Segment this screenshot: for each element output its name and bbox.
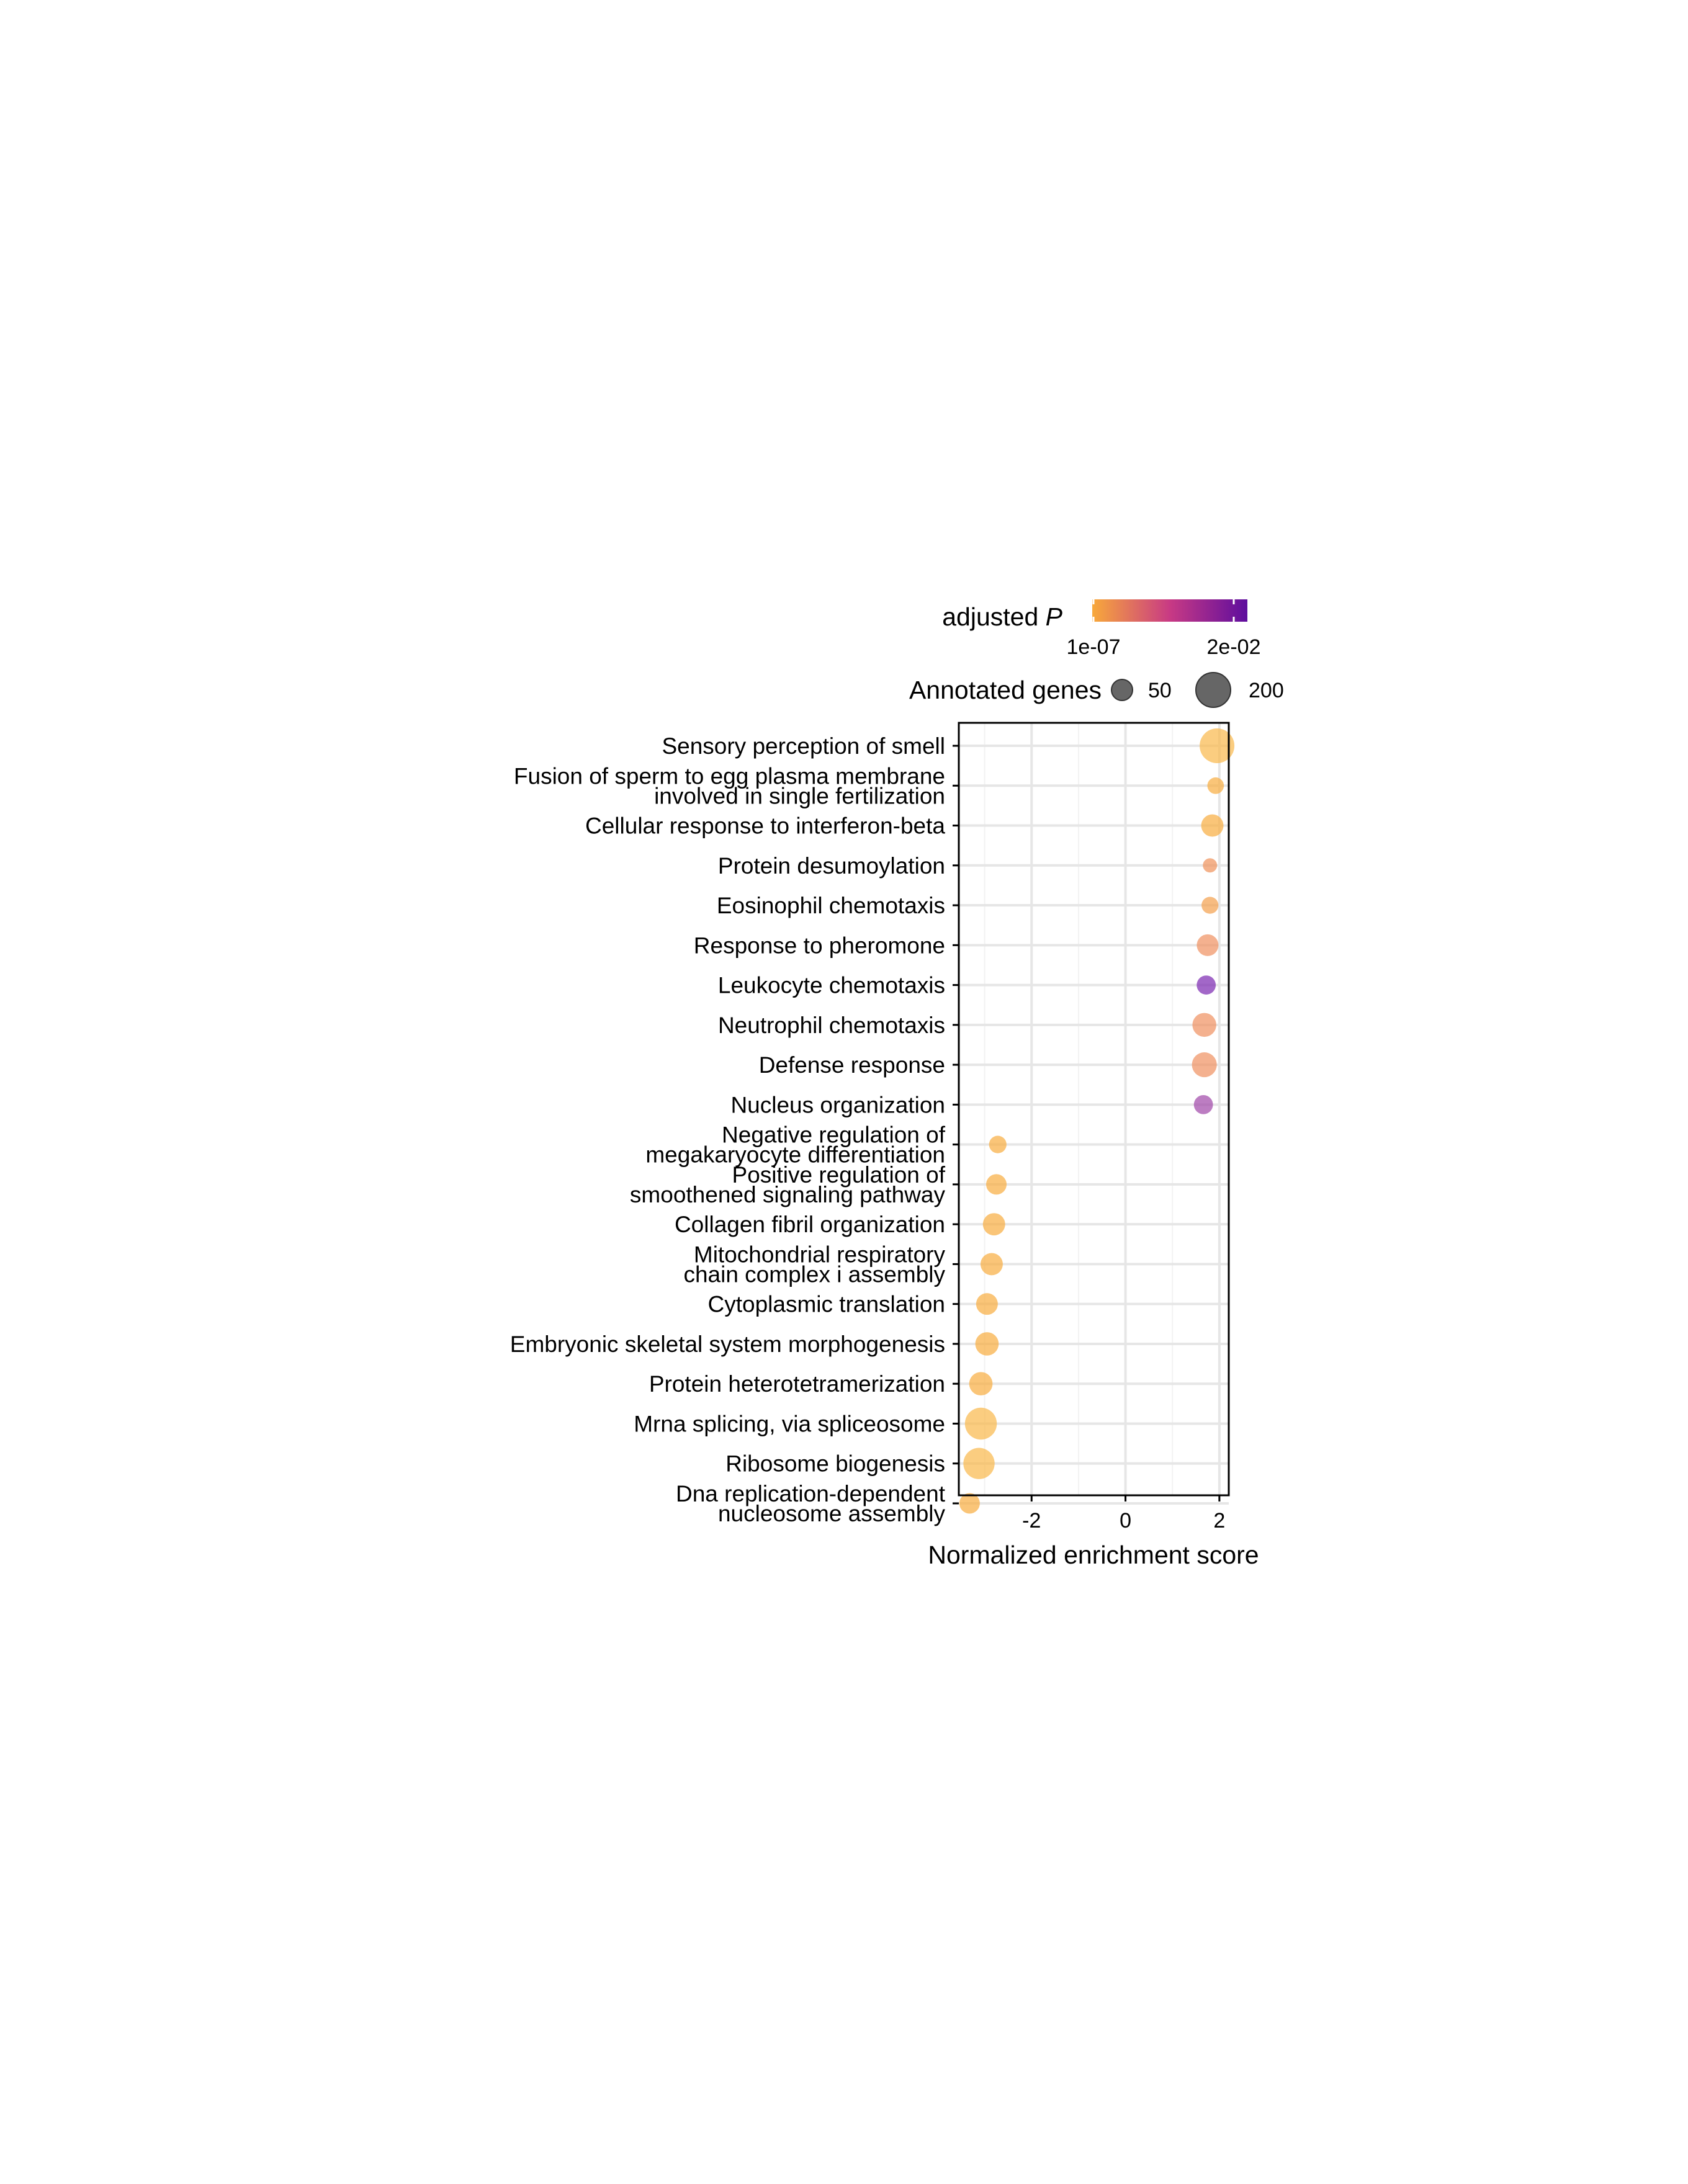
y-tick-label: Eosinophil chemotaxis xyxy=(717,893,945,918)
y-tick-label: Nucleus organization xyxy=(730,1092,945,1117)
y-tick-label: Positive regulation of smoothened signali… xyxy=(630,1162,946,1207)
y-tick-label: Collagen fibril organization xyxy=(675,1212,945,1237)
data-point xyxy=(1196,934,1219,956)
y-tick-label: Defense response xyxy=(759,1052,945,1078)
y-tick-label: Mrna splicing, via spliceosome xyxy=(634,1411,945,1436)
data-point xyxy=(1192,1013,1216,1037)
color-legend: adjusted P 1e-07 2e-02 xyxy=(942,599,1260,659)
y-tick-label: Fusion of sperm to egg plasma membrane in… xyxy=(514,763,945,808)
plot-background xyxy=(959,723,1229,1495)
grid-minor xyxy=(984,723,1174,1495)
y-tick-label: Neutrophil chemotaxis xyxy=(718,1013,945,1038)
y-tick-label: Cellular response to interferon-beta xyxy=(585,813,945,839)
data-point xyxy=(964,1407,997,1440)
size-legend-label-50: 50 xyxy=(1148,679,1172,702)
grid-major xyxy=(959,723,1229,1505)
data-point xyxy=(980,1253,1003,1276)
x-tick-label: 0 xyxy=(1120,1509,1131,1533)
y-tick-label: Negative regulation of megakaryocyte diff… xyxy=(645,1122,945,1168)
color-legend-low-label: 1e-07 xyxy=(1067,635,1121,659)
data-point xyxy=(986,1174,1007,1195)
data-point xyxy=(989,1135,1007,1153)
data-point xyxy=(1201,897,1219,914)
data-point xyxy=(982,1213,1005,1236)
color-legend-high-label: 2e-02 xyxy=(1207,635,1261,659)
x-axis: -2 0 2 xyxy=(1022,1495,1225,1533)
data-point xyxy=(959,1493,980,1514)
data-point xyxy=(963,1448,995,1479)
x-tick-label: 2 xyxy=(1213,1509,1225,1533)
y-tick-label: Ribosome biogenesis xyxy=(725,1451,945,1477)
data-point xyxy=(1207,777,1224,794)
size-legend-circle-50 xyxy=(1111,679,1133,701)
plot-border xyxy=(958,722,1230,1497)
y-tick-label: Protein heterotetramerization xyxy=(649,1371,945,1397)
size-legend: Annotated genes 50 200 xyxy=(909,672,1284,708)
x-axis-title: Normalized enrichment score xyxy=(928,1541,1259,1569)
color-bar xyxy=(1092,599,1247,622)
y-tick-label: Leukocyte chemotaxis xyxy=(718,973,945,998)
size-legend-title: Annotated genes xyxy=(909,676,1102,704)
data-points xyxy=(959,728,1235,1514)
x-tick-label: -2 xyxy=(1022,1509,1041,1533)
data-point xyxy=(1193,1094,1213,1114)
y-tick-label: Sensory perception of smell xyxy=(662,733,945,759)
size-legend-label-200: 200 xyxy=(1249,679,1284,702)
y-tick-label: Mitochondrial respiratory chain complex i… xyxy=(683,1242,945,1287)
y-tick-label: Protein desumoylation xyxy=(718,853,945,879)
y-axis: Sensory perception of smell Fusion of spe… xyxy=(510,733,959,1526)
data-point xyxy=(1200,728,1235,763)
y-tick-label: Embryonic skeletal system morphogenesis xyxy=(510,1331,945,1357)
color-legend-title: adjusted P xyxy=(942,602,1062,631)
y-tick-label: Cytoplasmic translation xyxy=(708,1292,945,1317)
plot-panel xyxy=(958,722,1235,1514)
data-point xyxy=(969,1372,993,1396)
data-point xyxy=(1192,1052,1217,1078)
data-point xyxy=(1196,975,1216,995)
data-point xyxy=(976,1293,998,1315)
data-point xyxy=(975,1332,999,1356)
size-legend-circle-200 xyxy=(1195,672,1231,708)
data-point xyxy=(1203,858,1218,873)
y-tick-label: Response to pheromone xyxy=(694,933,945,958)
y-tick-label: Dna replication-dependent nucleosome asse… xyxy=(676,1481,946,1526)
data-point xyxy=(1201,814,1224,837)
